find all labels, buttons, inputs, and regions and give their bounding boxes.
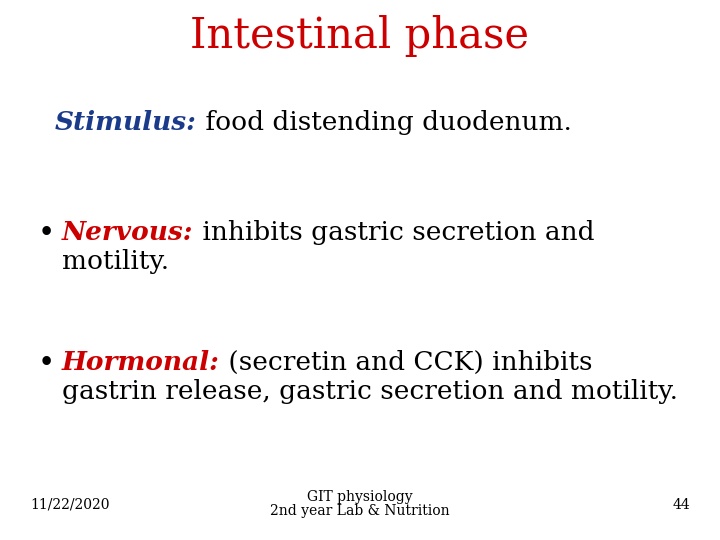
Text: Intestinal phase: Intestinal phase (191, 15, 529, 57)
Text: Nervous:: Nervous: (62, 220, 194, 245)
Text: food distending duodenum.: food distending duodenum. (197, 110, 572, 135)
Text: (secretin and CCK) inhibits: (secretin and CCK) inhibits (220, 350, 593, 375)
Text: •: • (38, 350, 55, 378)
Text: 2nd year Lab & Nutrition: 2nd year Lab & Nutrition (270, 504, 450, 518)
Text: Stimulus:: Stimulus: (55, 110, 197, 135)
Text: 44: 44 (672, 498, 690, 512)
Text: 11/22/2020: 11/22/2020 (30, 498, 109, 512)
Text: •: • (38, 220, 55, 248)
Text: motility.: motility. (62, 249, 169, 274)
Text: Hormonal:: Hormonal: (62, 350, 220, 375)
Text: inhibits gastric secretion and: inhibits gastric secretion and (194, 220, 594, 245)
Text: gastrin release, gastric secretion and motility.: gastrin release, gastric secretion and m… (62, 380, 678, 404)
Text: GIT physiology: GIT physiology (307, 490, 413, 504)
